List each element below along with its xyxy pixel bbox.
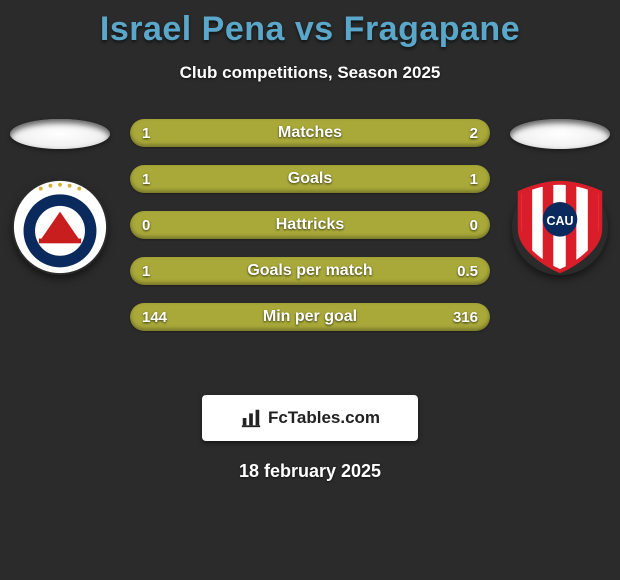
footer-date: 18 february 2025 <box>0 461 620 482</box>
stat-label: Goals per match <box>130 257 490 285</box>
stat-bar: 1Goals1 <box>130 165 490 193</box>
stat-value-right: 0 <box>470 211 478 239</box>
title-vs: vs <box>295 10 334 48</box>
page-title: Israel Pena vs Fragapane <box>0 0 620 49</box>
player-left-column <box>0 113 120 275</box>
bar-chart-icon <box>240 407 262 429</box>
player-right-column: CAU <box>500 113 620 275</box>
player-left-avatar-placeholder <box>10 119 110 149</box>
stat-label: Hattricks <box>130 211 490 239</box>
stat-value-right: 0.5 <box>457 257 478 285</box>
stat-label: Min per goal <box>130 303 490 331</box>
title-player1: Israel Pena <box>100 10 285 48</box>
argentinos-juniors-crest-icon <box>12 179 108 275</box>
brand-box[interactable]: FcTables.com <box>202 395 418 441</box>
title-player2: Fragapane <box>344 10 520 48</box>
stat-label: Matches <box>130 119 490 147</box>
stat-bar: 1Goals per match0.5 <box>130 257 490 285</box>
stat-label: Goals <box>130 165 490 193</box>
stat-bars: 1Matches21Goals10Hattricks01Goals per ma… <box>130 119 490 349</box>
player-right-club-badge: CAU <box>512 179 608 275</box>
player-left-club-badge <box>12 179 108 275</box>
stat-bar: 0Hattricks0 <box>130 211 490 239</box>
stat-bar: 144Min per goal316 <box>130 303 490 331</box>
brand-text: FcTables.com <box>268 408 380 428</box>
comparison-arena: CAU 1Matches21Goals10Hattricks01Goals pe… <box>0 113 620 393</box>
stat-value-right: 1 <box>470 165 478 193</box>
stat-value-right: 316 <box>453 303 478 331</box>
stat-value-right: 2 <box>470 119 478 147</box>
union-santa-fe-crest-icon: CAU <box>512 179 608 275</box>
player-right-avatar-placeholder <box>510 119 610 149</box>
svg-text:CAU: CAU <box>546 214 573 228</box>
stat-bar: 1Matches2 <box>130 119 490 147</box>
subtitle: Club competitions, Season 2025 <box>0 63 620 83</box>
